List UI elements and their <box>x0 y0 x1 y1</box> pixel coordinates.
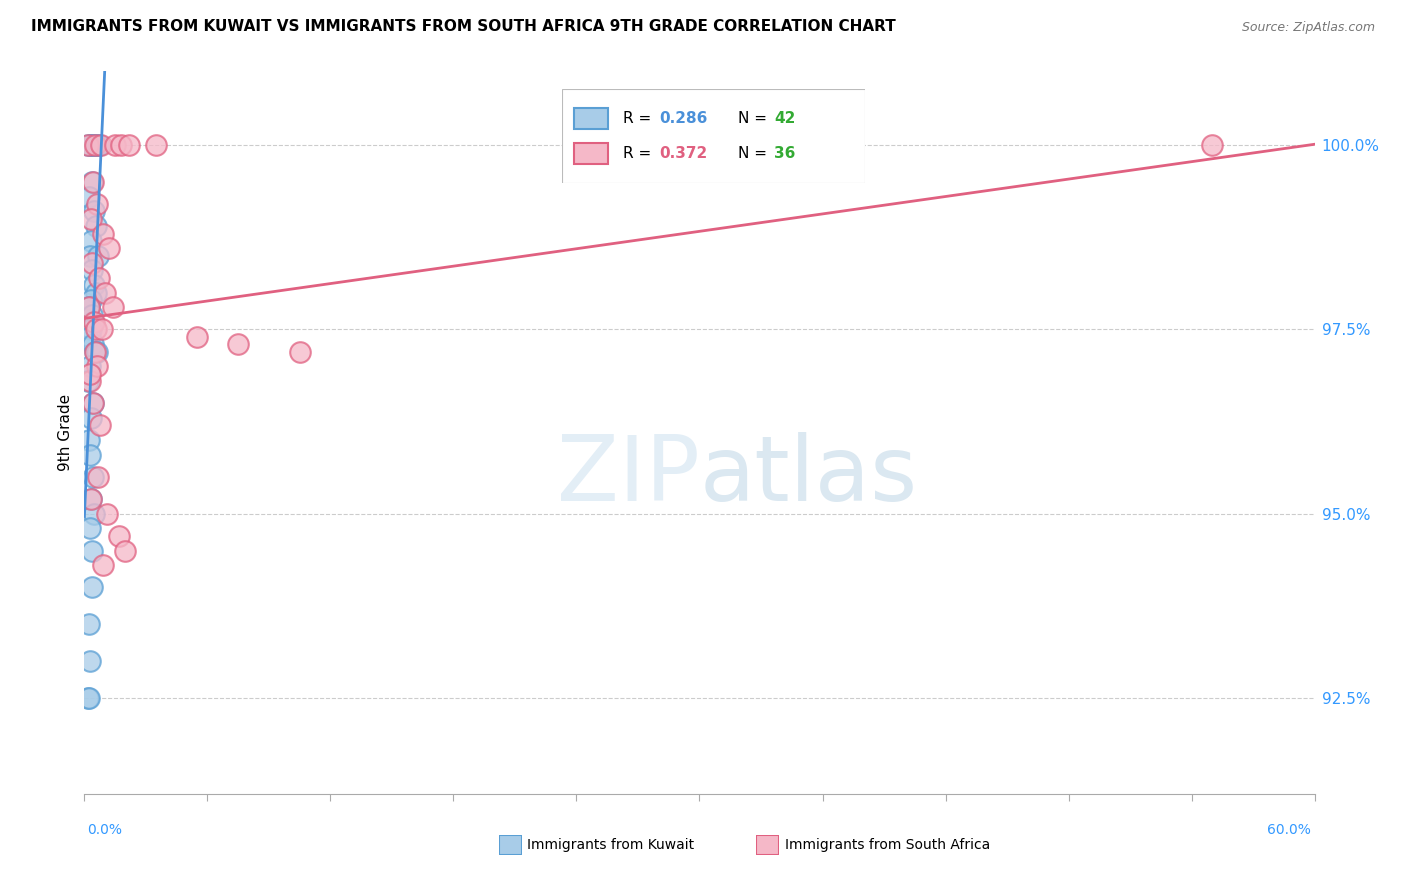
Point <box>86 470 108 484</box>
Point <box>84 344 107 359</box>
Point <box>82 581 104 595</box>
Point <box>80 543 103 558</box>
Point <box>79 300 101 314</box>
Point <box>80 410 103 425</box>
Point <box>145 138 167 153</box>
Point <box>80 322 103 336</box>
Point <box>83 204 105 219</box>
Point <box>79 138 101 153</box>
Point <box>86 197 108 211</box>
Text: N =: N = <box>738 146 772 161</box>
Point <box>84 322 107 336</box>
Point <box>82 138 104 153</box>
Text: 42: 42 <box>773 111 796 126</box>
Point <box>83 278 105 293</box>
Text: 0.372: 0.372 <box>659 146 707 161</box>
Point <box>91 227 114 241</box>
Point <box>104 138 127 153</box>
Text: atlas: atlas <box>700 432 918 520</box>
Point <box>108 529 131 543</box>
Point <box>82 396 104 410</box>
Point <box>84 219 107 234</box>
Point <box>89 418 111 433</box>
Point <box>77 138 100 153</box>
FancyBboxPatch shape <box>562 89 865 183</box>
Point <box>87 138 110 153</box>
Point <box>80 175 103 189</box>
Text: 0.0%: 0.0% <box>87 823 122 837</box>
Point <box>77 138 100 153</box>
Y-axis label: 9th Grade: 9th Grade <box>58 394 73 471</box>
Point <box>79 374 101 388</box>
Point <box>114 543 136 558</box>
Point <box>90 138 112 153</box>
Point <box>77 617 100 632</box>
Point <box>186 330 208 344</box>
Point <box>86 249 108 263</box>
Text: 36: 36 <box>773 146 796 161</box>
Point <box>83 138 105 153</box>
Point <box>82 315 104 329</box>
Point <box>79 521 101 535</box>
Point <box>80 491 103 506</box>
Point <box>80 491 103 506</box>
Bar <box>575 143 607 164</box>
Point <box>118 138 141 153</box>
Point <box>79 448 101 462</box>
Point <box>79 367 101 381</box>
Point <box>98 241 121 255</box>
Point <box>110 138 132 153</box>
Point <box>79 691 101 706</box>
Point <box>83 315 105 329</box>
Point <box>82 396 104 410</box>
Text: Source: ZipAtlas.com: Source: ZipAtlas.com <box>1241 21 1375 34</box>
Point <box>79 293 101 307</box>
Text: ZIP: ZIP <box>557 432 700 520</box>
Point <box>79 211 101 226</box>
Text: 60.0%: 60.0% <box>1267 823 1310 837</box>
Point <box>83 507 105 521</box>
Point <box>83 344 105 359</box>
Point <box>1201 138 1223 153</box>
Bar <box>575 108 607 129</box>
Point <box>79 138 101 153</box>
Point <box>83 138 105 153</box>
Point <box>82 175 104 189</box>
Point <box>86 344 108 359</box>
Point <box>77 300 100 314</box>
Point <box>79 190 101 204</box>
Point <box>94 285 117 300</box>
Point <box>96 507 118 521</box>
Point <box>77 374 100 388</box>
Point <box>86 359 108 374</box>
Point <box>80 234 103 248</box>
Point <box>82 337 104 351</box>
Text: R =: R = <box>623 111 657 126</box>
Point <box>86 138 108 153</box>
Point <box>101 300 124 314</box>
Point <box>80 256 103 270</box>
Point <box>288 344 311 359</box>
Text: IMMIGRANTS FROM KUWAIT VS IMMIGRANTS FROM SOUTH AFRICA 9TH GRADE CORRELATION CHA: IMMIGRANTS FROM KUWAIT VS IMMIGRANTS FRO… <box>31 20 896 34</box>
Point <box>82 263 104 277</box>
Point <box>226 337 249 351</box>
Point <box>82 470 104 484</box>
Point <box>77 691 100 706</box>
Text: R =: R = <box>623 146 657 161</box>
Point <box>84 285 107 300</box>
Text: Immigrants from Kuwait: Immigrants from Kuwait <box>527 838 695 852</box>
Point <box>91 558 114 573</box>
Point <box>79 249 101 263</box>
Point <box>79 330 101 344</box>
Text: N =: N = <box>738 111 772 126</box>
Point <box>79 359 101 374</box>
Point <box>80 308 103 322</box>
Point <box>77 433 100 447</box>
Point <box>79 654 101 668</box>
Text: Immigrants from South Africa: Immigrants from South Africa <box>785 838 990 852</box>
Text: 0.286: 0.286 <box>659 111 707 126</box>
Point <box>87 270 110 285</box>
Point <box>90 322 112 336</box>
